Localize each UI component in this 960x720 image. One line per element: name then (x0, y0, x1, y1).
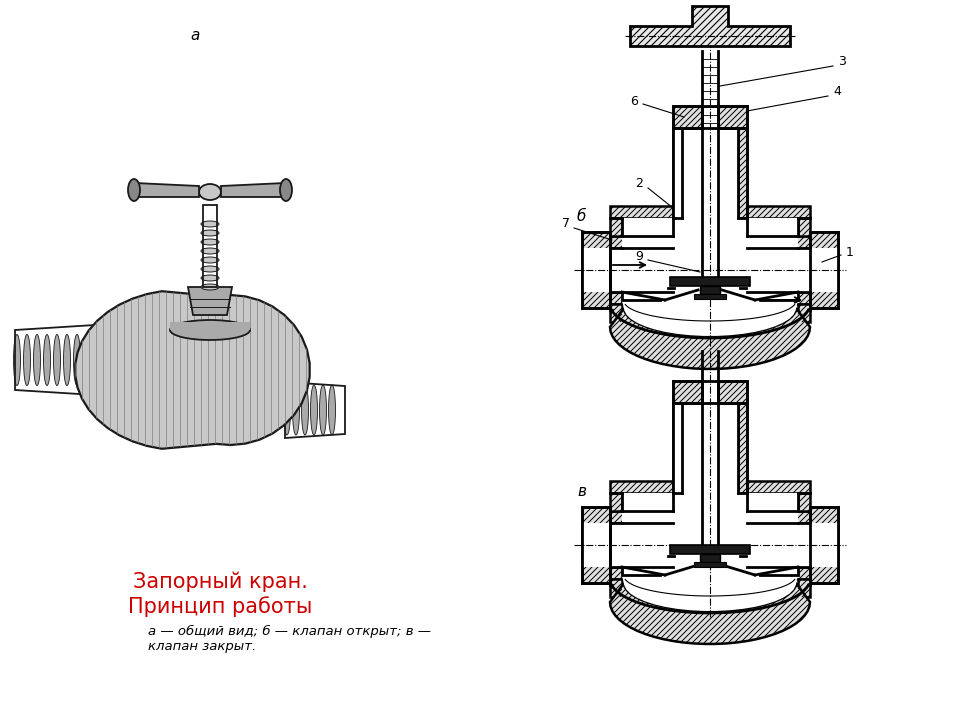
Polygon shape (718, 381, 747, 403)
Polygon shape (610, 206, 673, 218)
Ellipse shape (13, 335, 20, 385)
Text: Запорный кран.
Принцип работы: Запорный кран. Принцип работы (128, 572, 312, 617)
Bar (203, 205, 217, 287)
Ellipse shape (328, 385, 335, 435)
Ellipse shape (201, 248, 219, 254)
Polygon shape (610, 292, 673, 304)
Bar (670, 277, 750, 286)
Ellipse shape (301, 385, 308, 435)
Bar (694, 562, 726, 567)
Polygon shape (798, 579, 810, 597)
Bar (170, 322, 250, 330)
Polygon shape (188, 287, 232, 315)
Polygon shape (582, 232, 610, 308)
Polygon shape (747, 511, 810, 523)
Ellipse shape (293, 385, 300, 435)
Text: 6: 6 (630, 94, 638, 107)
Ellipse shape (84, 335, 90, 385)
Polygon shape (135, 183, 199, 197)
Ellipse shape (280, 179, 292, 201)
Polygon shape (610, 579, 622, 597)
Polygon shape (738, 403, 747, 493)
Text: 7: 7 (562, 217, 570, 230)
Polygon shape (747, 206, 810, 218)
Polygon shape (747, 292, 810, 304)
Text: 2: 2 (636, 176, 643, 189)
Ellipse shape (74, 335, 81, 385)
Text: 3: 3 (838, 55, 846, 68)
Ellipse shape (201, 221, 219, 227)
Ellipse shape (310, 385, 318, 435)
Polygon shape (610, 481, 673, 493)
Polygon shape (810, 232, 838, 308)
Polygon shape (747, 567, 810, 579)
Polygon shape (610, 583, 810, 644)
Ellipse shape (201, 239, 219, 245)
Text: в: в (577, 484, 586, 499)
Ellipse shape (201, 284, 219, 290)
Polygon shape (747, 236, 810, 248)
Ellipse shape (128, 179, 140, 201)
Bar (694, 294, 726, 299)
Polygon shape (673, 128, 682, 218)
Ellipse shape (43, 335, 51, 385)
Polygon shape (798, 304, 810, 322)
Ellipse shape (320, 385, 326, 435)
Polygon shape (610, 511, 673, 523)
Ellipse shape (54, 335, 60, 385)
Ellipse shape (201, 275, 219, 281)
Text: 9: 9 (636, 250, 643, 263)
Polygon shape (798, 218, 810, 236)
Polygon shape (673, 403, 682, 493)
Polygon shape (610, 304, 622, 322)
Polygon shape (738, 128, 747, 218)
Polygon shape (582, 381, 838, 611)
Ellipse shape (63, 335, 70, 385)
Ellipse shape (201, 266, 219, 272)
Polygon shape (747, 481, 810, 493)
Polygon shape (798, 493, 810, 511)
Polygon shape (75, 291, 310, 449)
Text: а — общий вид; б — клапан открыт; в —
клапан закрыт.: а — общий вид; б — клапан открыт; в — кл… (148, 625, 431, 653)
Ellipse shape (199, 184, 221, 200)
Bar (700, 554, 720, 562)
Text: б: б (577, 209, 587, 224)
Polygon shape (673, 381, 702, 403)
Ellipse shape (23, 335, 31, 385)
Polygon shape (810, 507, 838, 583)
Bar (700, 286, 720, 294)
Polygon shape (673, 106, 702, 128)
Bar (670, 545, 750, 554)
Text: 1: 1 (846, 246, 853, 258)
Text: а: а (190, 27, 200, 42)
Polygon shape (610, 567, 673, 579)
Ellipse shape (201, 230, 219, 236)
Polygon shape (582, 507, 610, 583)
Ellipse shape (201, 257, 219, 263)
Ellipse shape (34, 335, 40, 385)
Polygon shape (610, 218, 622, 236)
Polygon shape (582, 106, 838, 336)
Polygon shape (630, 6, 790, 46)
Text: 4: 4 (833, 84, 841, 97)
Polygon shape (610, 493, 622, 511)
Polygon shape (718, 106, 747, 128)
Polygon shape (610, 236, 673, 248)
Polygon shape (221, 183, 285, 197)
Polygon shape (610, 308, 810, 369)
Ellipse shape (283, 385, 291, 435)
Ellipse shape (170, 320, 250, 340)
